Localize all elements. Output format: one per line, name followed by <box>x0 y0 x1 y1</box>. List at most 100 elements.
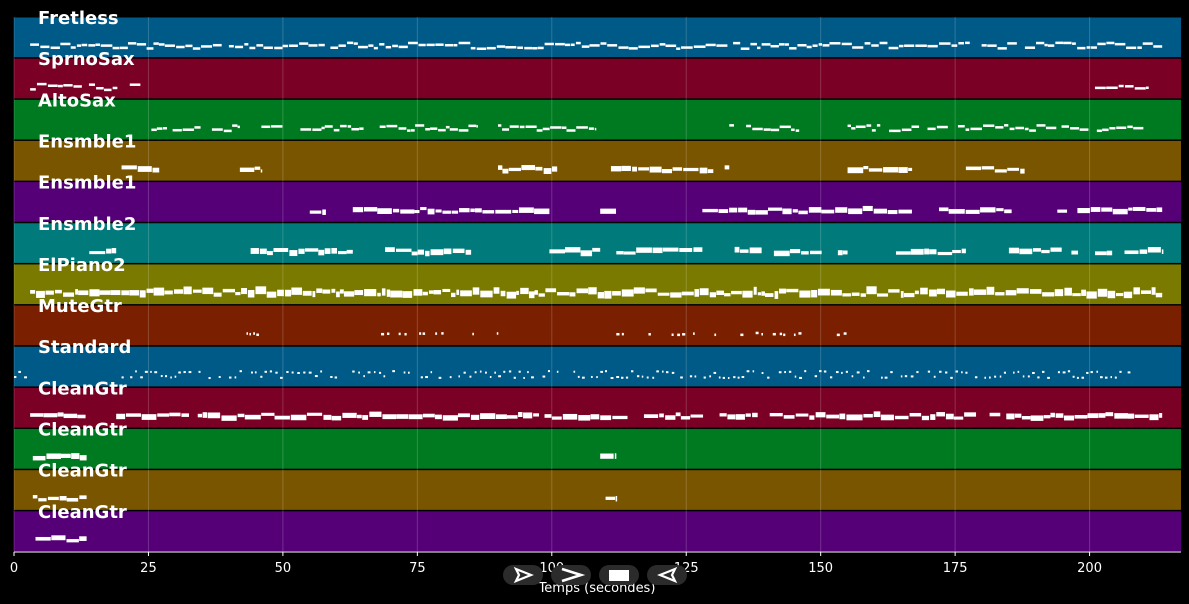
note <box>1027 375 1030 378</box>
note <box>1132 206 1146 211</box>
note <box>811 289 818 298</box>
note <box>518 207 534 213</box>
note <box>538 293 545 297</box>
play-backward-button[interactable] <box>647 565 687 585</box>
note <box>1096 129 1102 133</box>
note <box>927 127 936 131</box>
note <box>445 125 450 129</box>
note <box>1124 250 1139 255</box>
note <box>202 287 214 295</box>
note <box>400 209 415 214</box>
note <box>486 46 496 50</box>
note <box>457 413 470 418</box>
track-label: CleanGtr <box>38 420 127 441</box>
note <box>665 371 669 374</box>
note <box>851 375 854 378</box>
note <box>1041 370 1045 373</box>
note <box>544 414 552 418</box>
stop-button[interactable] <box>599 565 639 585</box>
note <box>981 166 995 170</box>
note <box>267 250 273 256</box>
note <box>322 209 326 215</box>
note <box>442 210 451 214</box>
note <box>755 331 759 335</box>
note <box>1074 415 1088 419</box>
note <box>638 45 650 49</box>
note <box>876 124 881 127</box>
note <box>1029 289 1042 294</box>
note <box>965 166 982 171</box>
note <box>264 370 267 373</box>
note <box>261 125 271 129</box>
note <box>1042 292 1055 297</box>
note <box>178 371 181 374</box>
note <box>1055 41 1064 45</box>
note <box>458 129 469 132</box>
note <box>112 86 118 90</box>
note <box>57 84 63 88</box>
note <box>1030 415 1044 421</box>
note <box>549 249 565 254</box>
note <box>438 376 442 379</box>
note <box>731 290 742 295</box>
note <box>452 248 465 254</box>
note <box>823 370 827 373</box>
note <box>200 45 213 48</box>
note <box>779 332 783 336</box>
note <box>496 332 499 335</box>
note <box>428 290 434 294</box>
note <box>253 332 255 335</box>
note <box>458 41 471 45</box>
note <box>474 371 477 374</box>
x-tick-label: 75 <box>409 561 426 576</box>
note <box>845 370 848 373</box>
note <box>633 287 645 294</box>
note <box>420 207 427 211</box>
note <box>420 376 423 379</box>
note <box>527 371 529 374</box>
note <box>1063 415 1075 421</box>
x-tick-label: 0 <box>10 561 18 576</box>
note <box>718 209 729 214</box>
note <box>779 125 791 129</box>
note <box>729 124 734 127</box>
note <box>407 41 418 45</box>
play-forward-button[interactable] <box>503 565 543 585</box>
note <box>812 44 818 47</box>
note <box>648 333 651 336</box>
note <box>289 250 298 257</box>
note <box>305 248 319 252</box>
track-label: ElPiano2 <box>38 255 126 276</box>
note <box>532 47 538 50</box>
note <box>615 495 618 502</box>
note <box>741 376 745 379</box>
note <box>600 453 614 459</box>
note <box>534 208 550 215</box>
note <box>396 248 412 252</box>
note <box>425 128 430 131</box>
note <box>453 43 458 47</box>
note <box>1100 376 1103 379</box>
fast-forward-button[interactable] <box>551 565 591 585</box>
note <box>618 46 629 49</box>
note <box>418 43 426 47</box>
note <box>35 536 51 541</box>
note <box>1013 371 1015 374</box>
note <box>742 290 753 298</box>
note <box>808 207 822 213</box>
note <box>597 292 604 299</box>
note <box>600 370 604 373</box>
note <box>150 370 152 373</box>
note <box>752 370 755 373</box>
note <box>1076 376 1079 379</box>
note <box>1142 42 1153 45</box>
note <box>889 129 901 133</box>
note <box>330 375 333 378</box>
note <box>1105 412 1114 417</box>
note <box>950 376 953 379</box>
note <box>631 370 634 373</box>
note <box>801 251 809 255</box>
note <box>266 291 277 298</box>
note <box>59 496 67 501</box>
note <box>442 288 451 293</box>
